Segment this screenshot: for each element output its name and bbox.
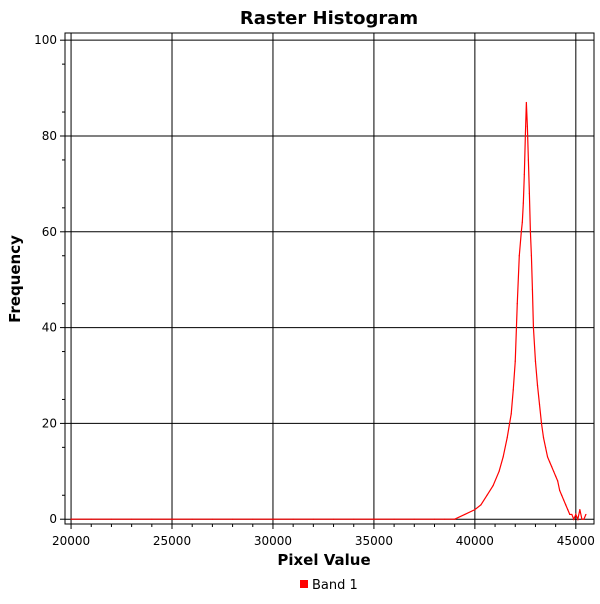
x-tick-label-40000: 40000 xyxy=(456,534,494,548)
x-tick-label-35000: 35000 xyxy=(355,534,393,548)
data-point xyxy=(524,135,526,137)
data-point xyxy=(486,494,488,496)
data-point xyxy=(571,513,573,516)
data-point xyxy=(553,470,555,472)
data-point xyxy=(332,518,335,520)
data-point xyxy=(516,303,518,305)
data-point xyxy=(577,518,579,520)
data-point xyxy=(565,504,567,506)
data-point xyxy=(563,499,565,501)
x-tick-label-25000: 25000 xyxy=(153,534,191,548)
y-tick-label-100: 100 xyxy=(34,33,57,47)
data-point xyxy=(70,518,72,520)
x-tick-label-45000: 45000 xyxy=(557,534,595,548)
plot-frame xyxy=(64,32,595,525)
data-point xyxy=(433,518,436,520)
data-point xyxy=(540,422,543,425)
data-point xyxy=(353,518,355,520)
data-point xyxy=(532,327,535,329)
data-point xyxy=(569,513,571,516)
data-point xyxy=(373,518,375,520)
legend: Band 1 xyxy=(300,578,358,593)
data-point xyxy=(272,518,274,520)
data-point xyxy=(561,494,563,496)
data-point xyxy=(550,465,553,468)
data-point xyxy=(538,403,541,405)
data-point xyxy=(555,475,557,477)
data-point xyxy=(525,101,527,104)
data-point xyxy=(542,437,545,439)
x-tick-label-20000: 20000 xyxy=(52,534,90,548)
legend-label-band-1: Band 1 xyxy=(312,578,358,593)
x-tick-label-30000: 30000 xyxy=(254,534,292,548)
data-point xyxy=(528,192,530,195)
data-point xyxy=(393,518,395,520)
data-point xyxy=(292,518,294,520)
data-point xyxy=(413,518,415,520)
data-point xyxy=(498,470,500,472)
data-point xyxy=(523,173,525,175)
data-point xyxy=(492,485,494,487)
data-point xyxy=(522,202,524,204)
data-point xyxy=(579,509,581,511)
data-point xyxy=(464,513,466,516)
data-point xyxy=(526,125,528,128)
data-point xyxy=(90,518,92,520)
legend-swatch-band-1 xyxy=(300,580,308,588)
data-point xyxy=(474,509,476,511)
data-point xyxy=(171,518,173,520)
data-point xyxy=(581,518,583,520)
data-point xyxy=(529,231,531,233)
data-point xyxy=(544,446,547,448)
data-point xyxy=(506,437,508,439)
data-point xyxy=(534,360,537,362)
data-point xyxy=(510,413,512,415)
chart-title: Raster Histogram xyxy=(240,8,418,29)
data-point xyxy=(536,384,539,386)
data-point xyxy=(530,255,533,257)
grid xyxy=(65,33,594,524)
y-tick-label-20: 20 xyxy=(42,416,57,430)
data-point xyxy=(583,518,585,520)
y-tick-label-60: 60 xyxy=(42,225,57,239)
data-point xyxy=(559,489,561,492)
data-point xyxy=(151,518,153,520)
data-point xyxy=(546,456,549,458)
data-point xyxy=(585,513,587,516)
data-point xyxy=(548,461,551,463)
data-point xyxy=(514,360,516,362)
x-axis-label: Pixel Value xyxy=(277,551,370,569)
data-point xyxy=(454,518,456,520)
data-point xyxy=(312,518,314,520)
data-point xyxy=(557,480,559,482)
data-point xyxy=(527,159,529,161)
data-point xyxy=(520,231,522,233)
y-axis-label: Frequency xyxy=(6,235,24,323)
data-point xyxy=(512,389,514,391)
y-tick-label-0: 0 xyxy=(49,512,57,526)
data-point xyxy=(443,518,446,520)
data-point xyxy=(110,518,113,520)
series-layer xyxy=(70,101,587,522)
data-point xyxy=(567,509,569,511)
data-point xyxy=(480,504,482,506)
data-point xyxy=(518,255,520,257)
data-point xyxy=(573,518,575,520)
axis-ticks: 20000 25000 30000 35000 40000 45000 0 20 40 60 80 1… xyxy=(34,33,595,548)
data-point xyxy=(231,518,234,520)
series-line-1 xyxy=(71,102,587,522)
data-point xyxy=(191,518,193,520)
data-point xyxy=(502,456,504,458)
data-point xyxy=(131,518,133,520)
data-point xyxy=(211,518,213,520)
y-tick-label-80: 80 xyxy=(42,129,57,143)
data-point xyxy=(252,518,254,520)
y-tick-label-40: 40 xyxy=(42,321,57,335)
data-point xyxy=(521,221,523,223)
data-point xyxy=(531,288,534,290)
data-point xyxy=(575,513,577,516)
